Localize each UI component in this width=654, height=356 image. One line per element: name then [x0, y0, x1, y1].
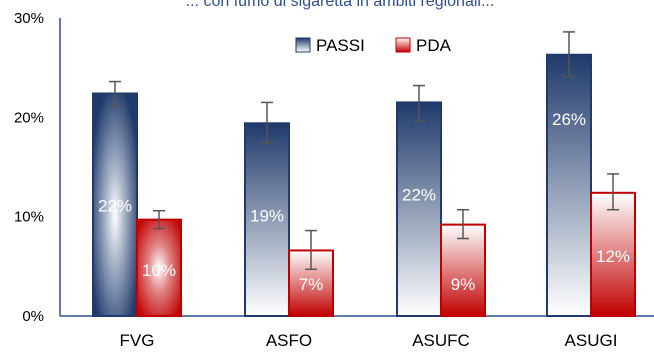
data-label: 9% [451, 275, 476, 294]
data-label: 7% [299, 275, 324, 294]
data-labels: 22% 10% 19% 7% 22% 9% 26% 12% [98, 110, 630, 294]
legend-label-pda: PDA [416, 36, 452, 55]
legend-swatch-passi [295, 37, 311, 53]
legend: PASSI PDA [295, 36, 452, 55]
bar-passi-asufc [396, 101, 442, 317]
error-bars [109, 31, 619, 271]
bars [92, 53, 636, 318]
x-tick-label: FVG [120, 331, 155, 350]
data-label: 26% [552, 110, 586, 129]
legend-swatch-pda [395, 37, 411, 53]
data-label: 10% [142, 261, 176, 280]
x-tick-label: ASFO [266, 331, 312, 350]
bar-pda-asufc [440, 223, 486, 317]
y-axis-ticks: 0% 10% 20% 30% [14, 10, 44, 325]
bar-passi-fvg [92, 92, 138, 317]
data-label: 12% [596, 247, 630, 266]
bar-passi-asugi [546, 53, 592, 318]
bar-passi-asfo [244, 122, 290, 317]
data-label: 19% [250, 206, 284, 225]
x-tick-label: ASUGI [565, 331, 618, 350]
legend-label-passi: PASSI [316, 36, 365, 55]
data-label: 22% [98, 196, 132, 215]
x-tick-label: ASUFC [412, 331, 470, 350]
chart-title: ... con fumo di sigaretta in ambiti regi… [186, 0, 495, 10]
x-axis-labels: FVG ASFO ASUFC ASUGI [120, 331, 618, 350]
data-label: 22% [402, 185, 436, 204]
bar-pda-asugi [590, 191, 636, 317]
y-tick-label: 10% [14, 209, 44, 226]
y-tick-label: 20% [14, 109, 44, 126]
y-tick-label: 0% [22, 308, 44, 325]
y-tick-label: 30% [14, 10, 44, 27]
